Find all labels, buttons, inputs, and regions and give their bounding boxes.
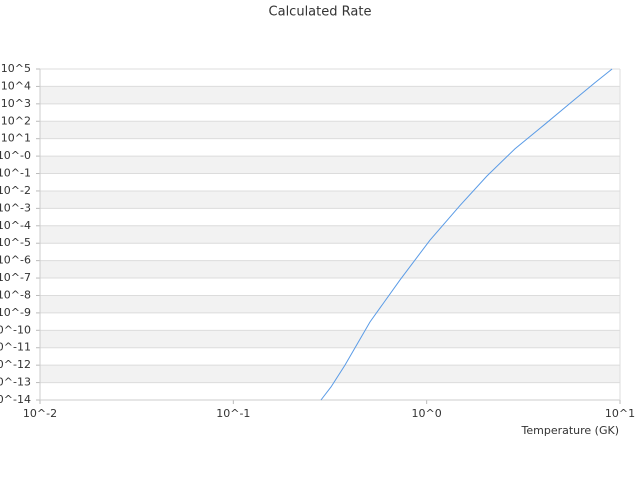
y-tick-label: 10^1 — [1, 132, 31, 145]
y-tick-label: 10^-1 — [0, 167, 31, 180]
y-tick-label: 10^-8 — [0, 288, 31, 301]
y-tick-label: 10^4 — [1, 79, 31, 92]
grid-band — [40, 260, 620, 279]
x-tick-label: 10^0 — [412, 407, 442, 420]
y-tick-label: 10^-9 — [0, 306, 31, 319]
y-tick-label: 10^-13 — [0, 376, 31, 389]
x-axis-title: Temperature (GK) — [521, 424, 620, 437]
grid-band — [40, 190, 620, 209]
y-tick-label: 10^-10 — [0, 323, 31, 336]
x-tick-label: 10^1 — [605, 407, 635, 420]
y-tick-label: 10^-4 — [0, 219, 31, 232]
y-tick-label: 10^3 — [1, 97, 31, 110]
x-tick-label: 10^-1 — [216, 407, 250, 420]
grid-band — [40, 86, 620, 104]
y-tick-label: 10^-7 — [0, 271, 31, 284]
y-tick-label: 10^-14 — [0, 393, 31, 406]
y-tick-label: 10^-11 — [0, 341, 31, 354]
grid-band — [40, 121, 620, 139]
y-tick-label: 10^-3 — [0, 201, 31, 214]
x-tick-label: 10^-2 — [23, 407, 57, 420]
y-tick-label: 10^5 — [1, 62, 31, 75]
grid-band — [40, 365, 620, 383]
y-tick-label: 10^-12 — [0, 358, 31, 371]
y-tick-label: 10^-5 — [0, 236, 31, 249]
grid-band — [40, 295, 620, 313]
grid-band — [40, 330, 620, 348]
chart-title: Calculated Rate — [269, 5, 372, 20]
grid-band — [40, 156, 620, 174]
data-line — [320, 68, 613, 401]
y-tick-label: 10^2 — [1, 114, 31, 127]
grid-band — [40, 225, 620, 244]
y-tick-label: 10^-6 — [0, 254, 31, 267]
y-tick-label: 10^-2 — [0, 184, 31, 197]
y-tick-label: 10^-0 — [0, 149, 31, 162]
